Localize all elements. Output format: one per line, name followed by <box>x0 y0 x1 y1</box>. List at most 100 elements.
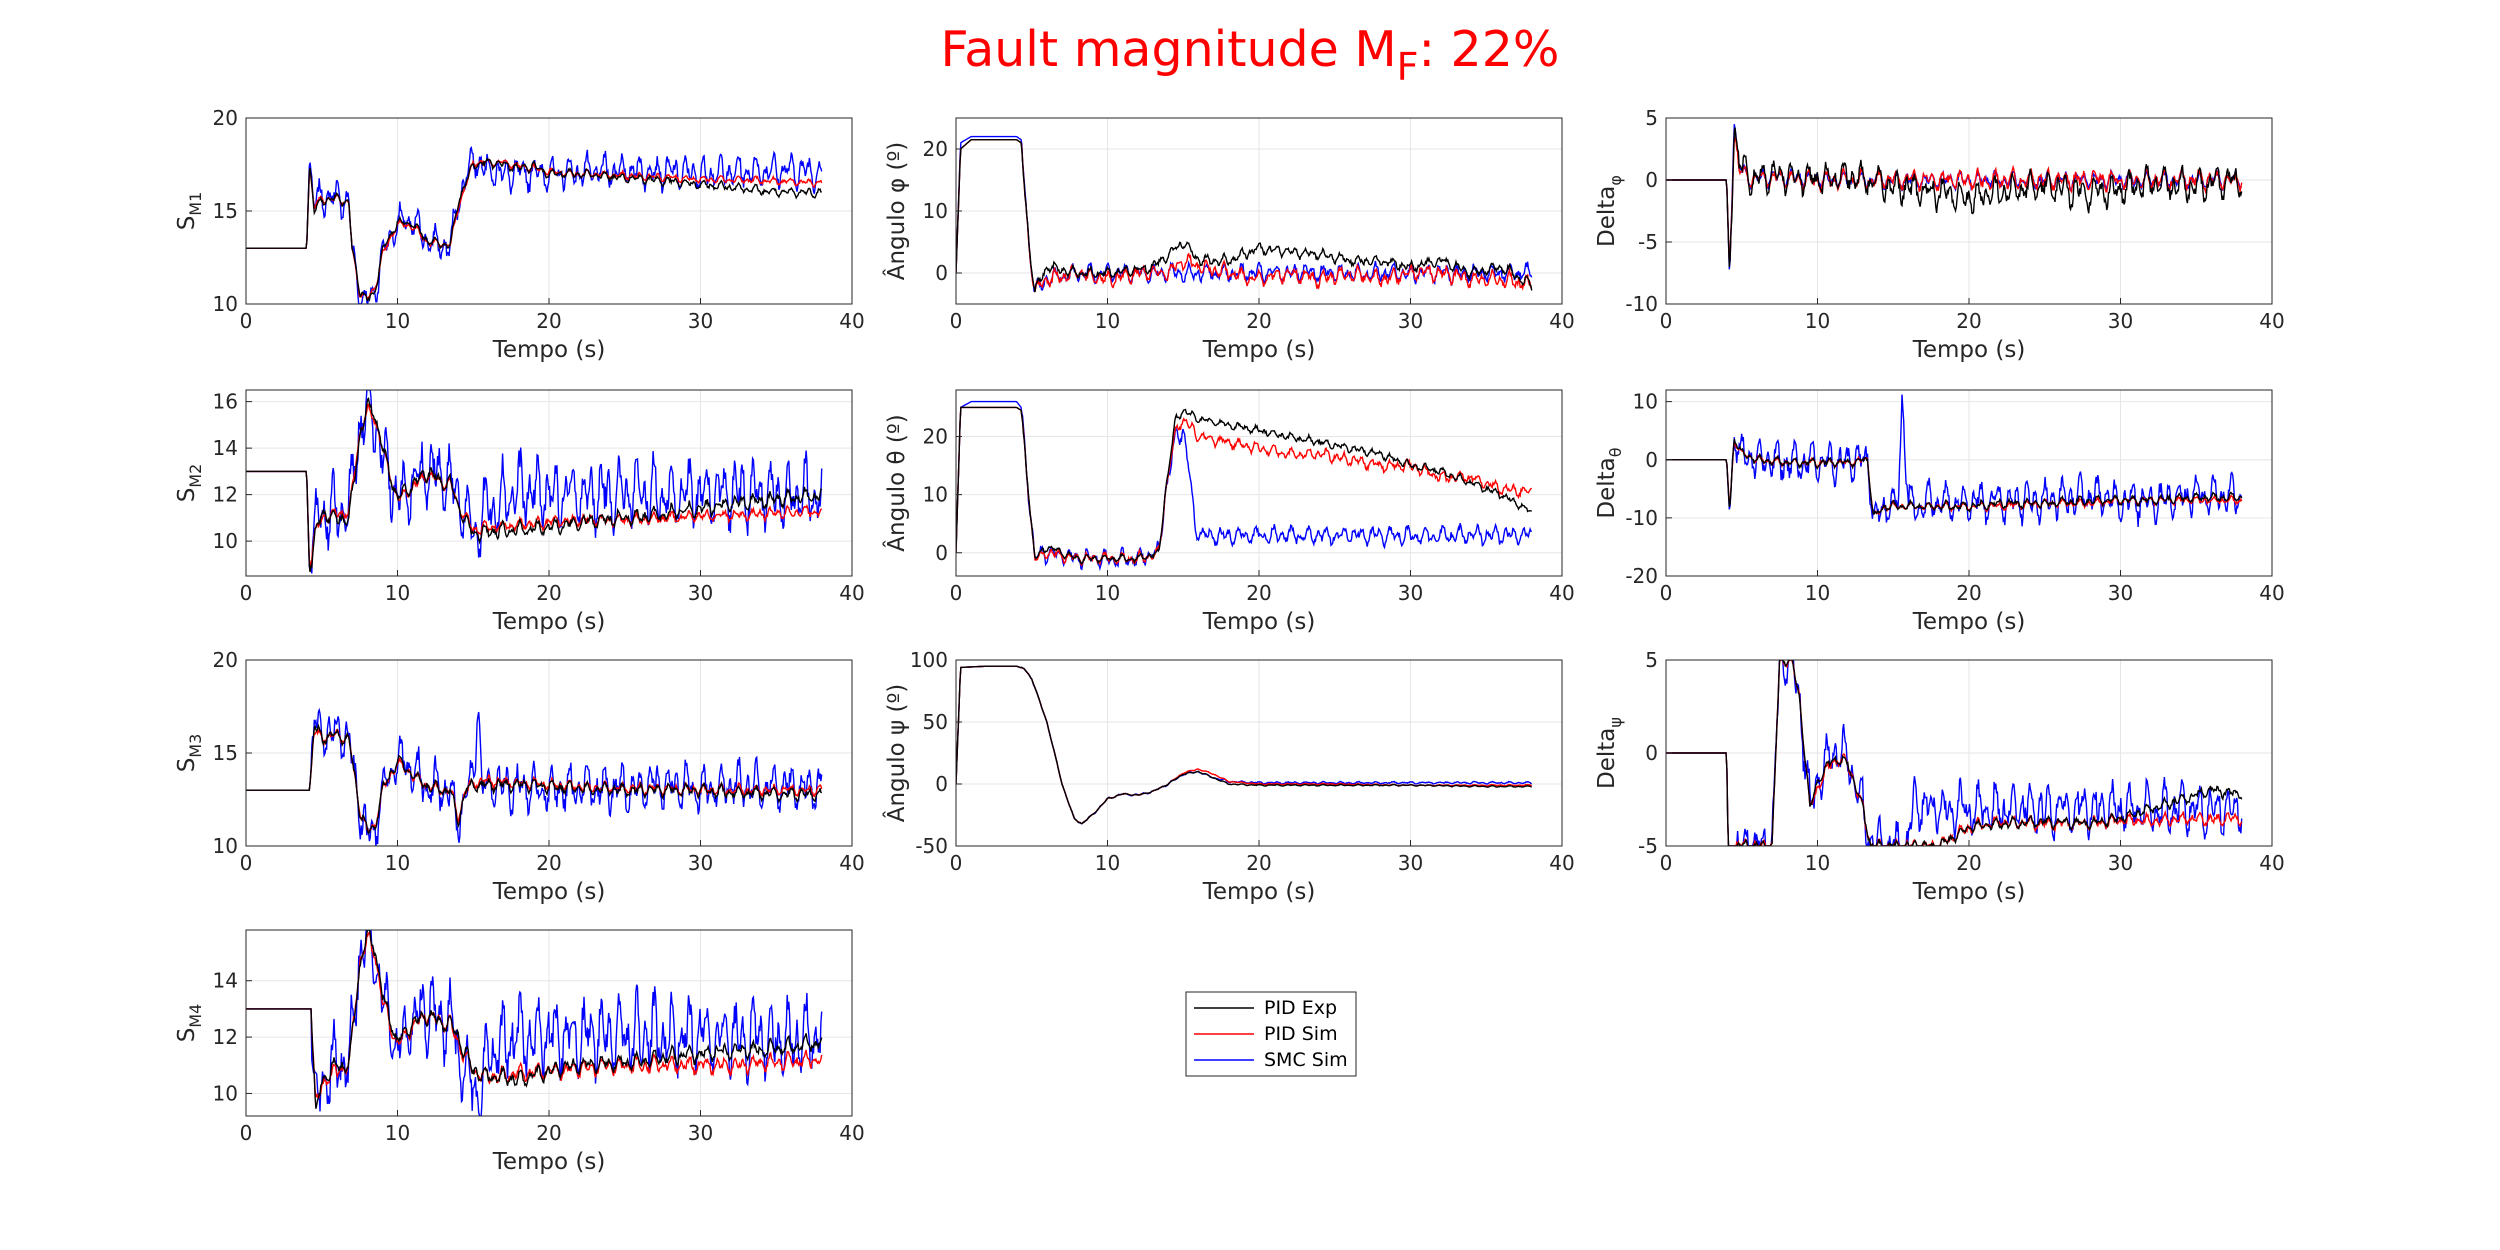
subplot-phi: 0 10 20 30 40 0 10 20 Tempo (s) Ângulo φ (º) <box>882 117 1575 363</box>
x-tick-label: 40 <box>839 581 864 605</box>
y-axis-label: Ângulo θ (º) <box>882 414 910 551</box>
legend-label: SMC Sim <box>1264 1049 1348 1071</box>
y-tick-label: 0 <box>1645 741 1658 765</box>
x-axis-label: Tempo (s) <box>1202 337 1316 363</box>
y-axis-label: Deltaθ <box>1594 447 1625 518</box>
x-tick-label: 40 <box>839 851 864 875</box>
x-tick-label: 20 <box>536 309 561 333</box>
y-axis-label: SM3 <box>174 734 205 773</box>
y-tick-label: 0 <box>935 261 948 285</box>
series-line-pid-exp <box>246 723 823 835</box>
y-axis-label-main: Ângulo ψ (º) <box>882 684 910 823</box>
x-axis-label: Tempo (s) <box>1912 879 2026 905</box>
x-tick-label: 40 <box>1549 309 1574 333</box>
x-tick-label: 10 <box>1805 309 1830 333</box>
y-tick-label: 0 <box>935 772 948 796</box>
x-tick-label: 10 <box>1095 581 1120 605</box>
y-axis-label: Deltaψ <box>1594 717 1625 789</box>
y-axis-label-main: S <box>174 1028 200 1043</box>
x-tick-label: 30 <box>1398 581 1423 605</box>
y-tick-label: 0 <box>935 541 948 565</box>
x-tick-label: 20 <box>1956 309 1981 333</box>
y-axis-label-main: S <box>174 216 200 231</box>
y-axis-label-main: S <box>174 488 200 503</box>
figure-title-subscript: F <box>1397 45 1419 89</box>
subplot-theta: 0 10 20 30 40 0 10 20 Tempo (s) Ângulo θ (º) <box>882 389 1575 635</box>
y-tick-label: 20 <box>213 106 238 130</box>
y-tick-label: 5 <box>1645 106 1658 130</box>
y-axis-label-subscript: φ <box>1606 175 1625 186</box>
legend: PID Exp PID Sim SMC Sim <box>1185 991 1357 1077</box>
x-tick-label: 0 <box>1660 851 1673 875</box>
subplot-sm2: 0 10 20 30 40 10 12 14 16 Tempo (s) SM2 <box>174 389 865 635</box>
y-axis-label: Ângulo ψ (º) <box>882 684 910 823</box>
y-tick-label: 20 <box>923 137 948 161</box>
y-tick-label: 10 <box>213 529 238 553</box>
x-axis-label: Tempo (s) <box>492 879 606 905</box>
y-tick-label: -10 <box>1625 506 1658 530</box>
x-axis-label: Tempo (s) <box>492 1149 606 1175</box>
x-tick-label: 30 <box>2108 581 2133 605</box>
y-tick-label: 12 <box>213 483 238 507</box>
x-axis-label: Tempo (s) <box>492 609 606 635</box>
series-line-pid-sim <box>1666 660 2243 846</box>
y-tick-label: -50 <box>915 834 948 858</box>
y-axis-label-main: Ângulo θ (º) <box>882 414 910 551</box>
x-tick-label: 40 <box>1549 581 1574 605</box>
x-tick-label: 10 <box>1805 581 1830 605</box>
y-tick-label: -10 <box>1625 292 1658 316</box>
subplot-grid: 0 10 20 30 40 10 15 20 Tempo (s) SM1 0 10 20 30 40 0 10 2… <box>174 106 2285 1175</box>
x-tick-label: 40 <box>1549 851 1574 875</box>
x-tick-label: 20 <box>1956 581 1981 605</box>
series-line-pid-exp <box>956 138 1533 293</box>
y-tick-label: 10 <box>213 1081 238 1105</box>
x-tick-label: 30 <box>1398 309 1423 333</box>
subplot-dtheta: 0 10 20 30 40 -20 -10 0 10 Tempo (s) Deltaθ <box>1594 389 2285 635</box>
y-axis-label-main: Delta <box>1594 457 1620 518</box>
y-tick-label: 14 <box>213 969 238 993</box>
x-tick-label: 30 <box>1398 851 1423 875</box>
x-tick-label: 10 <box>1805 851 1830 875</box>
y-tick-label: 10 <box>923 199 948 223</box>
y-tick-label: 15 <box>213 199 238 223</box>
series-line-pid-exp <box>246 157 822 302</box>
y-tick-label: 0 <box>1645 168 1658 192</box>
series-line-pid-exp <box>956 665 1532 825</box>
y-axis-label: SM1 <box>174 192 205 231</box>
y-axis-label: SM4 <box>174 1004 205 1043</box>
x-tick-label: 10 <box>385 309 410 333</box>
series-line-pid-sim <box>246 403 823 568</box>
y-tick-label: 10 <box>923 483 948 507</box>
series-line-pid-sim <box>956 406 1533 567</box>
x-tick-label: 30 <box>2108 851 2133 875</box>
y-tick-label: 20 <box>213 648 238 672</box>
series-line-smc-sim <box>1666 660 2243 846</box>
y-axis-label-main: Delta <box>1594 728 1620 789</box>
x-tick-label: 20 <box>1246 851 1271 875</box>
y-axis-label-subscript: θ <box>1606 447 1625 457</box>
x-tick-label: 40 <box>2259 851 2284 875</box>
x-tick-label: 0 <box>1660 309 1673 333</box>
x-tick-label: 40 <box>839 1121 864 1145</box>
y-axis-label-subscript: M3 <box>186 734 205 758</box>
x-tick-label: 0 <box>950 851 963 875</box>
y-tick-label: 10 <box>213 292 238 316</box>
x-tick-label: 30 <box>688 581 713 605</box>
x-tick-label: 20 <box>1956 851 1981 875</box>
y-tick-label: -5 <box>1638 834 1658 858</box>
y-tick-label: 16 <box>213 390 238 414</box>
x-axis-label: Tempo (s) <box>1202 609 1316 635</box>
y-tick-label: 0 <box>1645 448 1658 472</box>
y-tick-label: 10 <box>1633 390 1658 414</box>
legend-label: PID Exp <box>1264 997 1337 1019</box>
y-axis-label: Deltaφ <box>1594 175 1625 247</box>
x-tick-label: 10 <box>1095 851 1120 875</box>
y-tick-label: 12 <box>213 1025 238 1049</box>
x-axis-label: Tempo (s) <box>492 337 606 363</box>
